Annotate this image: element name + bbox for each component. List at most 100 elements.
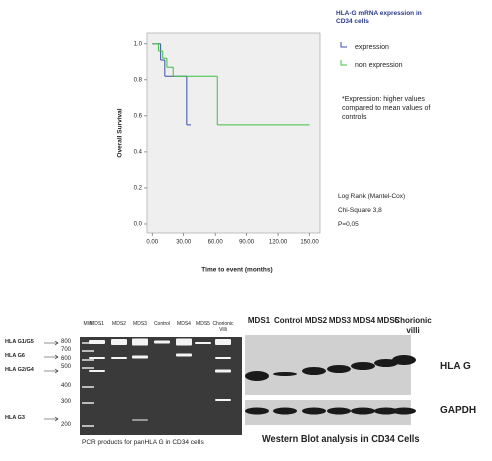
marker-band bbox=[82, 350, 94, 352]
gel-lane-label: MDS3 bbox=[133, 321, 147, 327]
marker-band bbox=[82, 367, 94, 369]
gel-band bbox=[195, 342, 211, 344]
blot-caption: Western Blot analysis in CD34 Cells bbox=[262, 433, 420, 445]
gel-band bbox=[132, 338, 148, 346]
gel-band bbox=[215, 339, 231, 345]
marker-size: 200 bbox=[61, 422, 72, 428]
annotation: P=0,05 bbox=[338, 221, 359, 228]
blot-band bbox=[273, 372, 297, 376]
annotation: Log Rank (Mantel-Cox) bbox=[338, 193, 406, 200]
gel-band bbox=[154, 340, 170, 344]
legend-label: expression bbox=[355, 44, 389, 51]
x-tick-label: 0.00 bbox=[146, 240, 158, 246]
y-tick-label: 0.6 bbox=[134, 113, 143, 119]
blot-band bbox=[327, 407, 351, 415]
gel-lane-label: MDS2 bbox=[112, 321, 126, 327]
gel-band bbox=[176, 353, 192, 357]
y-tick-label: 1.0 bbox=[134, 41, 143, 47]
x-tick-label: 60.00 bbox=[208, 240, 224, 246]
y-tick-label: 0.0 bbox=[134, 222, 143, 228]
blot-row-label: HLA G bbox=[440, 361, 471, 372]
band-arrow bbox=[44, 354, 59, 360]
y-tick-label: 0.2 bbox=[134, 186, 143, 192]
blot-band bbox=[327, 365, 351, 373]
plot-area bbox=[146, 32, 321, 234]
blot-band bbox=[273, 407, 297, 415]
band-arrow bbox=[44, 416, 59, 422]
marker-band bbox=[82, 425, 94, 427]
gel-band bbox=[215, 369, 231, 373]
blot-lane-label: MDS1 bbox=[247, 316, 271, 325]
gel-band bbox=[89, 357, 105, 359]
gel-band bbox=[89, 370, 105, 372]
blot-band bbox=[351, 407, 375, 415]
gel-lane-label: Chorionic Villi bbox=[212, 321, 234, 334]
marker-size: 400 bbox=[61, 383, 72, 389]
band-arrow bbox=[44, 368, 59, 374]
gel-band bbox=[132, 355, 148, 359]
gel-caption: PCR products for panHLA G in CD34 cells bbox=[82, 439, 204, 446]
marker-band bbox=[82, 386, 94, 388]
blot-lane-label: MDS4 bbox=[352, 316, 376, 325]
band-arrow bbox=[44, 340, 59, 346]
marker-band bbox=[82, 359, 94, 361]
marker-size: 700 bbox=[61, 347, 72, 353]
x-axis-label: Time to event (months) bbox=[201, 267, 272, 274]
x-tick-label: 120.00 bbox=[269, 240, 288, 246]
blot-lane-label: MDS2 bbox=[304, 316, 328, 325]
band-label: HLA G6 bbox=[5, 353, 25, 359]
blot-row-label: GAPDH bbox=[440, 405, 477, 416]
gel-lane-label: Control bbox=[153, 321, 171, 327]
gel-lane-label: MDS1 bbox=[90, 321, 104, 327]
legend-marker bbox=[340, 42, 347, 48]
blot-lane-label: Chorionic villi bbox=[394, 316, 432, 335]
blot-lane-label: MDS5 bbox=[376, 316, 400, 325]
gel-band bbox=[176, 338, 192, 346]
y-axis-label: Overall Survival bbox=[117, 108, 124, 157]
x-tick-label: 30.00 bbox=[176, 240, 192, 246]
x-tick-label: 150.00 bbox=[300, 240, 319, 246]
marker-size: 600 bbox=[61, 356, 72, 362]
annotation: *Expression: higher values compared to m… bbox=[342, 96, 431, 121]
blot-band bbox=[374, 359, 398, 367]
blot-band bbox=[245, 407, 269, 415]
marker-band bbox=[82, 342, 94, 344]
marker-size: 500 bbox=[61, 364, 72, 370]
y-tick-label: 0.8 bbox=[134, 77, 143, 83]
blot-lane-label: Control bbox=[274, 316, 303, 325]
legend-label: non expression bbox=[355, 62, 403, 69]
band-label: HLA G1/G5 bbox=[5, 339, 34, 345]
annotation: Chi-Square 3,8 bbox=[338, 207, 382, 214]
band-label: HLA G3 bbox=[5, 415, 25, 421]
gel-band bbox=[111, 357, 127, 359]
marker-size: 300 bbox=[61, 399, 72, 405]
y-tick-label: 0.4 bbox=[134, 149, 143, 155]
band-label: HLA G2/G4 bbox=[5, 367, 34, 373]
legend-marker bbox=[340, 60, 347, 66]
gel-band bbox=[132, 419, 148, 421]
legend-title: HLA-G mRNA expression in CD34 cells bbox=[336, 10, 422, 26]
x-tick-label: 90.00 bbox=[239, 240, 255, 246]
gel-band bbox=[215, 399, 231, 401]
blot-band bbox=[302, 407, 326, 415]
marker-size: 800 bbox=[61, 339, 72, 345]
gel-lane-label: MDS4 bbox=[177, 321, 191, 327]
gel-band bbox=[215, 357, 231, 359]
blot-band bbox=[351, 362, 375, 370]
blot-lane-label: MDS3 bbox=[328, 316, 352, 325]
blot-band bbox=[302, 367, 326, 375]
blot-bands bbox=[245, 355, 416, 415]
blot-band bbox=[374, 407, 398, 415]
blot-band bbox=[392, 355, 416, 365]
marker-band bbox=[82, 402, 94, 404]
gel-lane-label: MW bbox=[83, 321, 93, 327]
gel-bands bbox=[82, 338, 231, 427]
gel-band bbox=[111, 339, 127, 345]
gel-band bbox=[89, 340, 105, 344]
blot-band bbox=[392, 407, 416, 415]
gel-lane-label: MDS5 bbox=[196, 321, 210, 327]
gel-image bbox=[80, 337, 242, 435]
blot-band bbox=[245, 371, 269, 381]
